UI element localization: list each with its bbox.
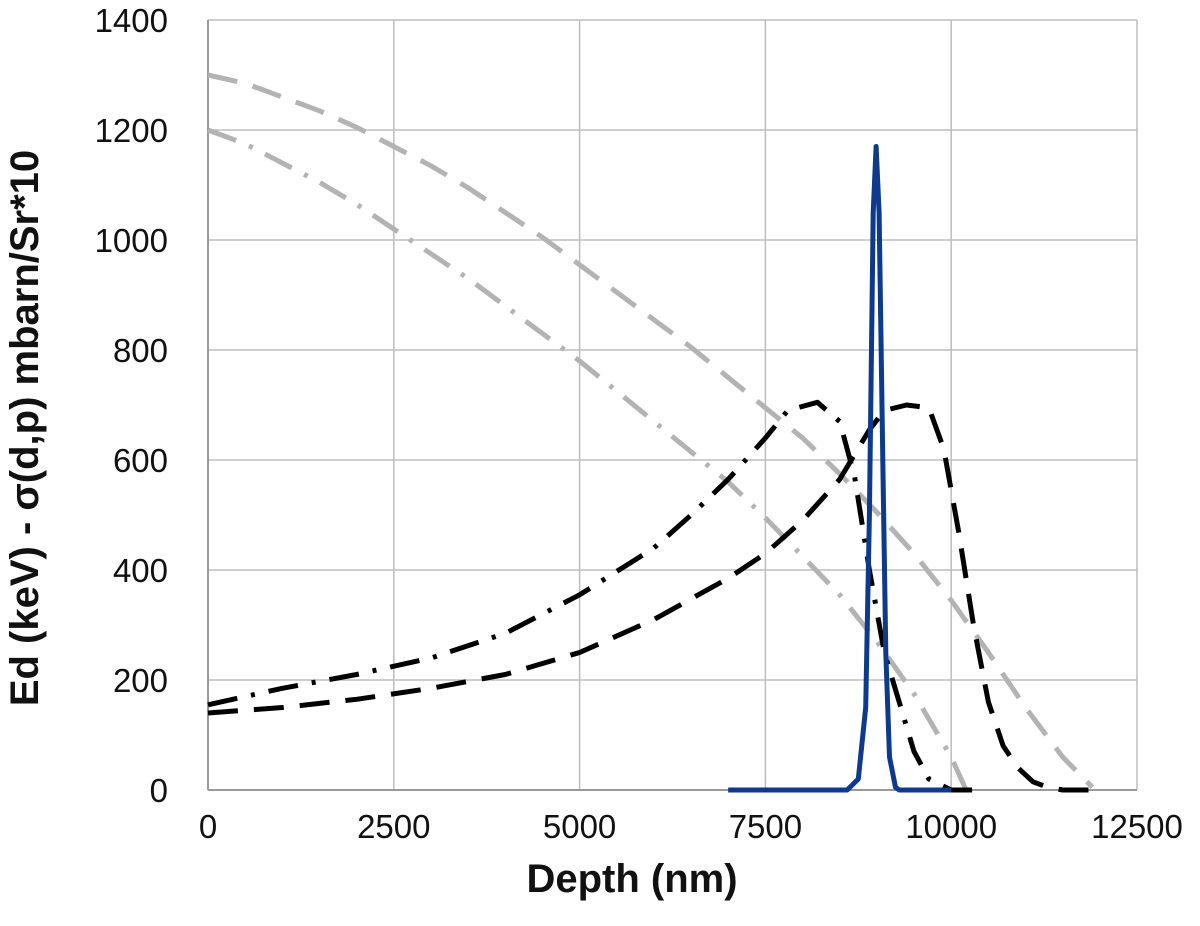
- series-line-5: [728, 144, 952, 793]
- y-tick-label: 1000: [95, 222, 168, 259]
- x-tick-label: 7500: [729, 808, 802, 845]
- y-tick-label: 1400: [95, 2, 168, 39]
- y-tick-label: 200: [113, 662, 168, 699]
- x-tick-label: 5000: [543, 808, 616, 845]
- series-line-1: [207, 72, 1095, 790]
- series-line-3: [207, 399, 974, 793]
- x-tick-label: 0: [199, 808, 217, 845]
- series-line-4: [207, 402, 1093, 793]
- y-tick-label: 1200: [95, 112, 168, 149]
- y-tick-label: 600: [113, 442, 168, 479]
- y-tick-labels: 0 200 400 600 800 1000 1200 1400: [95, 2, 168, 809]
- y-tick-label: 0: [150, 772, 168, 809]
- y-tick-label: 400: [113, 552, 168, 589]
- y-tick-label: 800: [113, 332, 168, 369]
- grid: [207, 19, 1138, 791]
- x-axis-title: Depth (nm): [526, 857, 737, 901]
- x-tick-label: 12500: [1091, 808, 1183, 845]
- x-tick-label: 2500: [357, 808, 430, 845]
- series-line-2: [207, 127, 969, 792]
- x-tick-labels: 0 2500 5000 7500 10000 12500: [199, 808, 1183, 845]
- series-layer: [207, 72, 1095, 793]
- x-tick-label: 10000: [905, 808, 997, 845]
- axes: [207, 20, 1137, 791]
- y-axis-title: Ed (keV) - σ(d,p) mbarn/Sr*10: [3, 150, 47, 706]
